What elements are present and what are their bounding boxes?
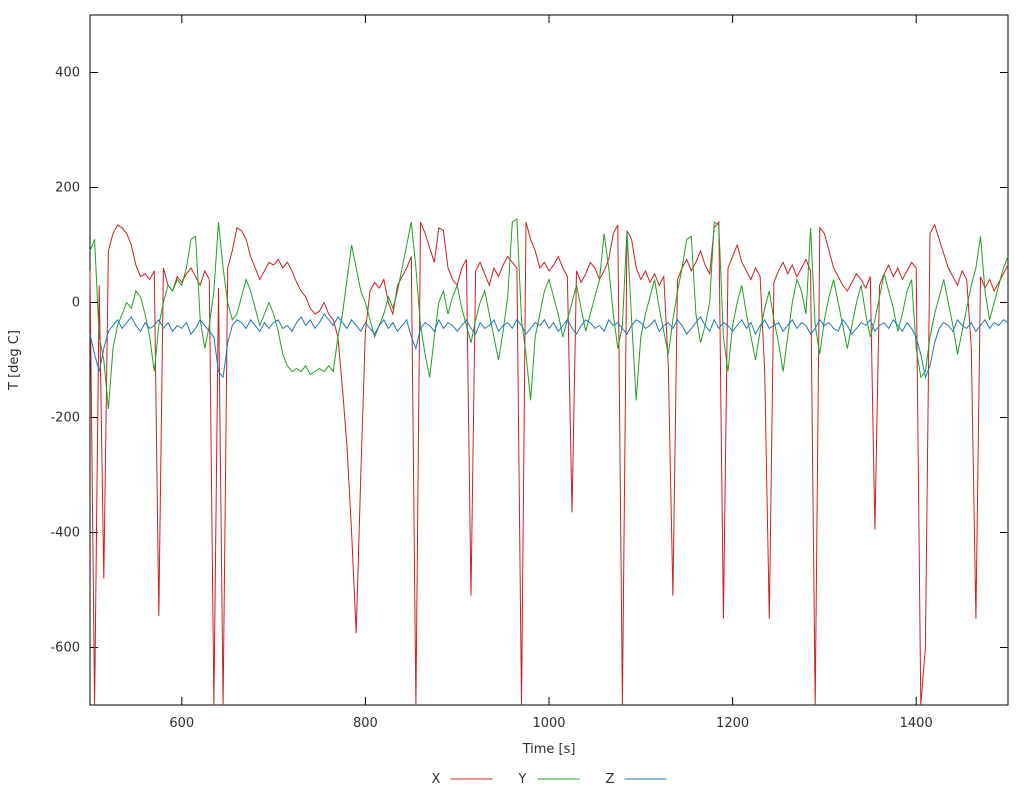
x-tick-label: 1400 <box>900 716 933 731</box>
y-tick-label: 400 <box>55 66 80 81</box>
y-tick-label: 0 <box>72 296 80 311</box>
y-tick-label: 200 <box>55 181 80 196</box>
x-tick-label: 800 <box>353 716 378 731</box>
y-tick-label: -600 <box>50 641 80 656</box>
plot-border <box>89 14 1009 706</box>
y-tick-label: -200 <box>50 411 80 426</box>
x-tick-label: 600 <box>169 716 194 731</box>
x-tick-label: 1200 <box>716 716 749 731</box>
x-axis-title: Time [s] <box>522 742 576 757</box>
series-line-y <box>89 218 1009 409</box>
x-tick-label: 1000 <box>532 716 565 731</box>
series-line-x <box>89 220 1009 706</box>
legend-label-x: X <box>432 772 441 787</box>
y-tick-label: -400 <box>50 526 80 541</box>
series-line-z <box>89 313 1009 380</box>
legend-label-z: Z <box>606 772 615 787</box>
y-axis-title: T [deg C] <box>7 330 22 391</box>
legend-label-y: Y <box>518 772 527 787</box>
